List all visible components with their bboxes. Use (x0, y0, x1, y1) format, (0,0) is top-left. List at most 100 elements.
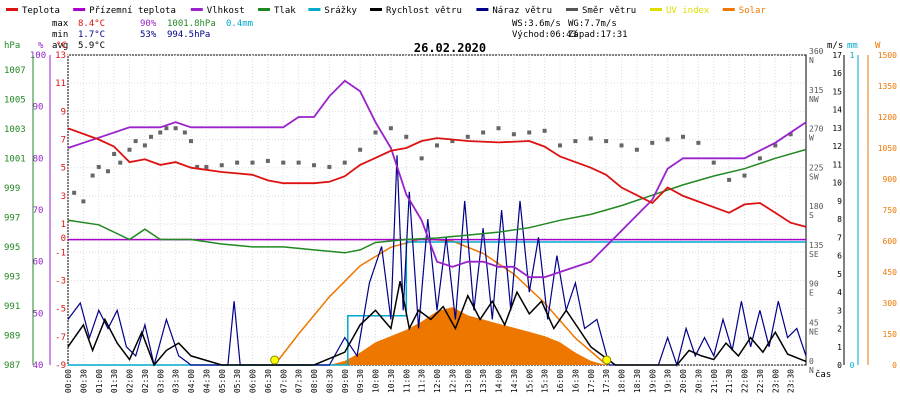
plot-area (67, 54, 807, 366)
x-tick-16: 08:00 (310, 369, 319, 393)
w-tick-7: 1050 (878, 144, 897, 153)
legend-swatch-5 (370, 8, 382, 11)
axis-title-x: čas (815, 369, 831, 380)
pct-tick-3: 70 (33, 206, 44, 216)
dir-tick-label-4: S (809, 211, 814, 220)
x-tick-34: 17:00 (587, 369, 596, 393)
wind-dir-point-20 (250, 160, 255, 165)
x-tick-12: 06:00 (249, 369, 258, 393)
series-wind-gust (67, 155, 807, 368)
stats-ws: WS:3.6m/s (512, 19, 561, 29)
stats-max-press: 1001.8hPa (167, 19, 216, 29)
wind-dir-point-22 (281, 160, 286, 165)
x-tick-39: 19:30 (664, 369, 673, 393)
legend-swatch-9 (722, 8, 735, 11)
wind-dir-point-23 (296, 160, 301, 165)
stats-sunrise: Východ:06:43 (512, 30, 577, 40)
wind-dir-point-41 (573, 139, 578, 144)
ms-tick-16: 16 (832, 69, 842, 78)
w-tick-6: 900 (883, 175, 898, 184)
ms-tick-3: 3 (837, 306, 842, 315)
wind-dir-point-17 (204, 164, 209, 169)
legend-label-4: Srážky (324, 6, 357, 16)
x-tick-36: 18:00 (618, 369, 627, 393)
hpa-tick-4: 995 (4, 243, 20, 253)
wind-dir-point-26 (342, 160, 347, 165)
ms-tick-14: 14 (832, 106, 842, 115)
stats-min-temp: 1.7°C (78, 30, 105, 40)
wind-dir-point-6 (118, 160, 123, 165)
dir-tick-0: 0 (809, 357, 814, 366)
legend-swatch-0 (6, 8, 18, 11)
wind-dir-point-44 (619, 143, 624, 148)
hpa-tick-1: 989 (4, 331, 20, 341)
pct-tick-2: 60 (33, 258, 44, 268)
w-tick-8: 1200 (878, 113, 897, 122)
x-tick-37: 18:30 (633, 369, 642, 393)
axis-title-mm: mm (847, 41, 858, 51)
wind-dir-point-21 (265, 158, 270, 163)
dir-tick-label-7: NW (809, 95, 819, 104)
wind-dir-point-40 (558, 143, 562, 148)
wind-dir-point-27 (358, 147, 363, 152)
x-tick-1: 00:30 (79, 369, 88, 393)
x-tick-3: 01:30 (110, 369, 119, 393)
wind-dir-point-50 (711, 160, 716, 165)
x-tick-13: 06:30 (264, 369, 273, 393)
ms-tick-13: 13 (832, 124, 842, 133)
x-tick-40: 20:00 (679, 369, 688, 393)
stats-avg-label: avg (52, 41, 68, 51)
degc-tick-10: 9 (61, 107, 66, 117)
pct-tick-4: 80 (33, 154, 44, 164)
x-tick-26: 13:00 (464, 369, 473, 393)
wind-dir-point-33 (450, 139, 455, 144)
legend-swatch-3 (258, 8, 270, 11)
degc-tick-4: -1 (55, 248, 66, 258)
wind-dir-point-11 (158, 130, 163, 135)
axis-title-ms: m/s (827, 41, 843, 51)
w-tick-0: 0 (892, 361, 897, 370)
wind-dir-point-48 (681, 134, 685, 139)
wind-dir-point-55 (788, 132, 793, 137)
wind-dir-point-31 (419, 156, 424, 161)
wind-dir-point-28 (373, 130, 378, 135)
x-tick-11: 05:30 (233, 369, 242, 393)
wind-dir-point-38 (527, 130, 532, 135)
legend-swatch-1 (73, 8, 86, 11)
x-tick-7: 03:30 (172, 369, 181, 393)
stats-min-hum: 53% (140, 30, 157, 40)
stats-min-press: 994.5hPa (167, 30, 210, 40)
stats-wg: WG:7.7m/s (568, 19, 617, 29)
wind-dir-point-0 (72, 190, 77, 195)
wind-dir-point-12 (164, 126, 169, 131)
pct-tick-6: 100 (30, 51, 46, 61)
legend: Teplota Přízemní teplota Vlhkost Tlak Srážky… (6, 6, 766, 16)
hpa-tick-5: 997 (4, 213, 20, 223)
legend-swatch-4 (308, 8, 321, 11)
wind-dir-point-54 (773, 143, 778, 148)
x-tick-18: 09:00 (341, 369, 350, 393)
x-tick-47: 23:30 (787, 369, 796, 393)
sun-marker-0 (270, 355, 280, 365)
series-temperature (67, 127, 807, 228)
x-tick-22: 11:00 (402, 369, 411, 393)
axis-title-hpa: hPa (4, 41, 20, 51)
legend-label-7: Směr větru (582, 6, 636, 16)
wind-dir-point-24 (312, 163, 316, 168)
x-tick-41: 20:30 (694, 369, 703, 393)
ms-tick-4: 4 (837, 288, 842, 297)
hpa-tick-10: 1007 (4, 66, 26, 76)
x-tick-4: 02:00 (126, 369, 135, 393)
x-tick-27: 13:30 (479, 369, 488, 393)
x-tick-46: 23:00 (771, 369, 780, 393)
wind-dir-point-39 (542, 128, 547, 133)
wind-dir-point-30 (404, 134, 409, 139)
series-humidity (67, 79, 807, 279)
degc-tick-8: 5 (61, 164, 66, 174)
x-tick-5: 02:30 (141, 369, 150, 393)
ms-tick-2: 2 (837, 325, 842, 334)
axis-title-w: W (875, 41, 881, 51)
dir-tick-2: 90 (809, 280, 819, 289)
degc-tick-12: 13 (55, 51, 66, 61)
wind-dir-point-47 (665, 137, 670, 142)
